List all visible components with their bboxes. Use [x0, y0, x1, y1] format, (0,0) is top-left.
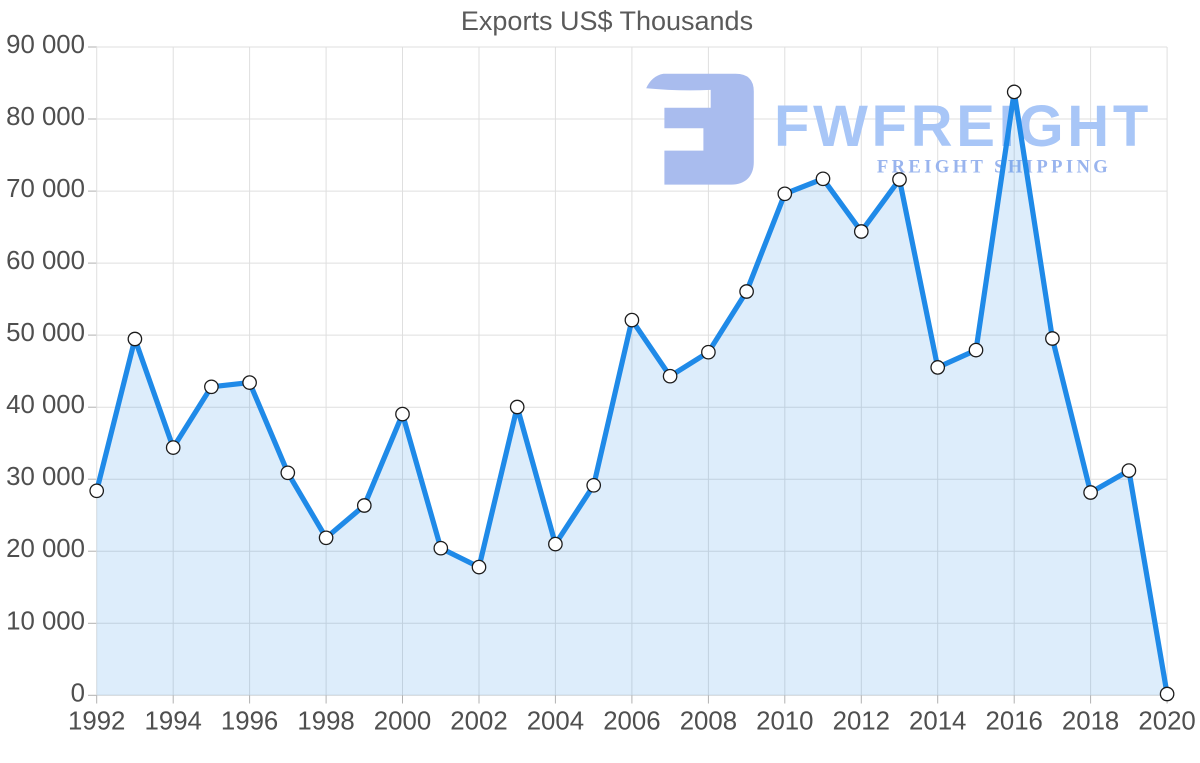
- svg-text:2006: 2006: [603, 708, 660, 736]
- svg-text:1992: 1992: [68, 708, 125, 736]
- svg-text:30 000: 30 000: [6, 463, 85, 491]
- svg-text:50 000: 50 000: [6, 319, 85, 347]
- svg-text:2002: 2002: [450, 708, 507, 736]
- svg-text:FWFREIGHT: FWFREIGHT: [774, 94, 1152, 159]
- svg-text:20 000: 20 000: [6, 535, 85, 563]
- svg-text:2012: 2012: [833, 708, 890, 736]
- svg-text:Exports US$ Thousands: Exports US$ Thousands: [461, 6, 753, 36]
- svg-text:1996: 1996: [221, 708, 278, 736]
- svg-text:90 000: 90 000: [6, 31, 85, 59]
- svg-text:FREIGHT SHIPPING: FREIGHT SHIPPING: [877, 156, 1111, 177]
- svg-text:2010: 2010: [756, 708, 813, 736]
- svg-text:10 000: 10 000: [6, 607, 85, 635]
- svg-text:0: 0: [71, 679, 85, 707]
- svg-text:2000: 2000: [374, 708, 431, 736]
- svg-text:60 000: 60 000: [6, 247, 85, 275]
- svg-text:80 000: 80 000: [6, 103, 85, 131]
- svg-text:70 000: 70 000: [6, 175, 85, 203]
- svg-text:2018: 2018: [1062, 708, 1119, 736]
- svg-text:2014: 2014: [909, 708, 966, 736]
- svg-text:2016: 2016: [986, 708, 1043, 736]
- svg-text:2004: 2004: [527, 708, 584, 736]
- svg-text:1994: 1994: [145, 708, 202, 736]
- svg-text:40 000: 40 000: [6, 391, 85, 419]
- svg-text:1998: 1998: [297, 708, 354, 736]
- svg-text:2020: 2020: [1138, 708, 1195, 736]
- svg-text:2008: 2008: [680, 708, 737, 736]
